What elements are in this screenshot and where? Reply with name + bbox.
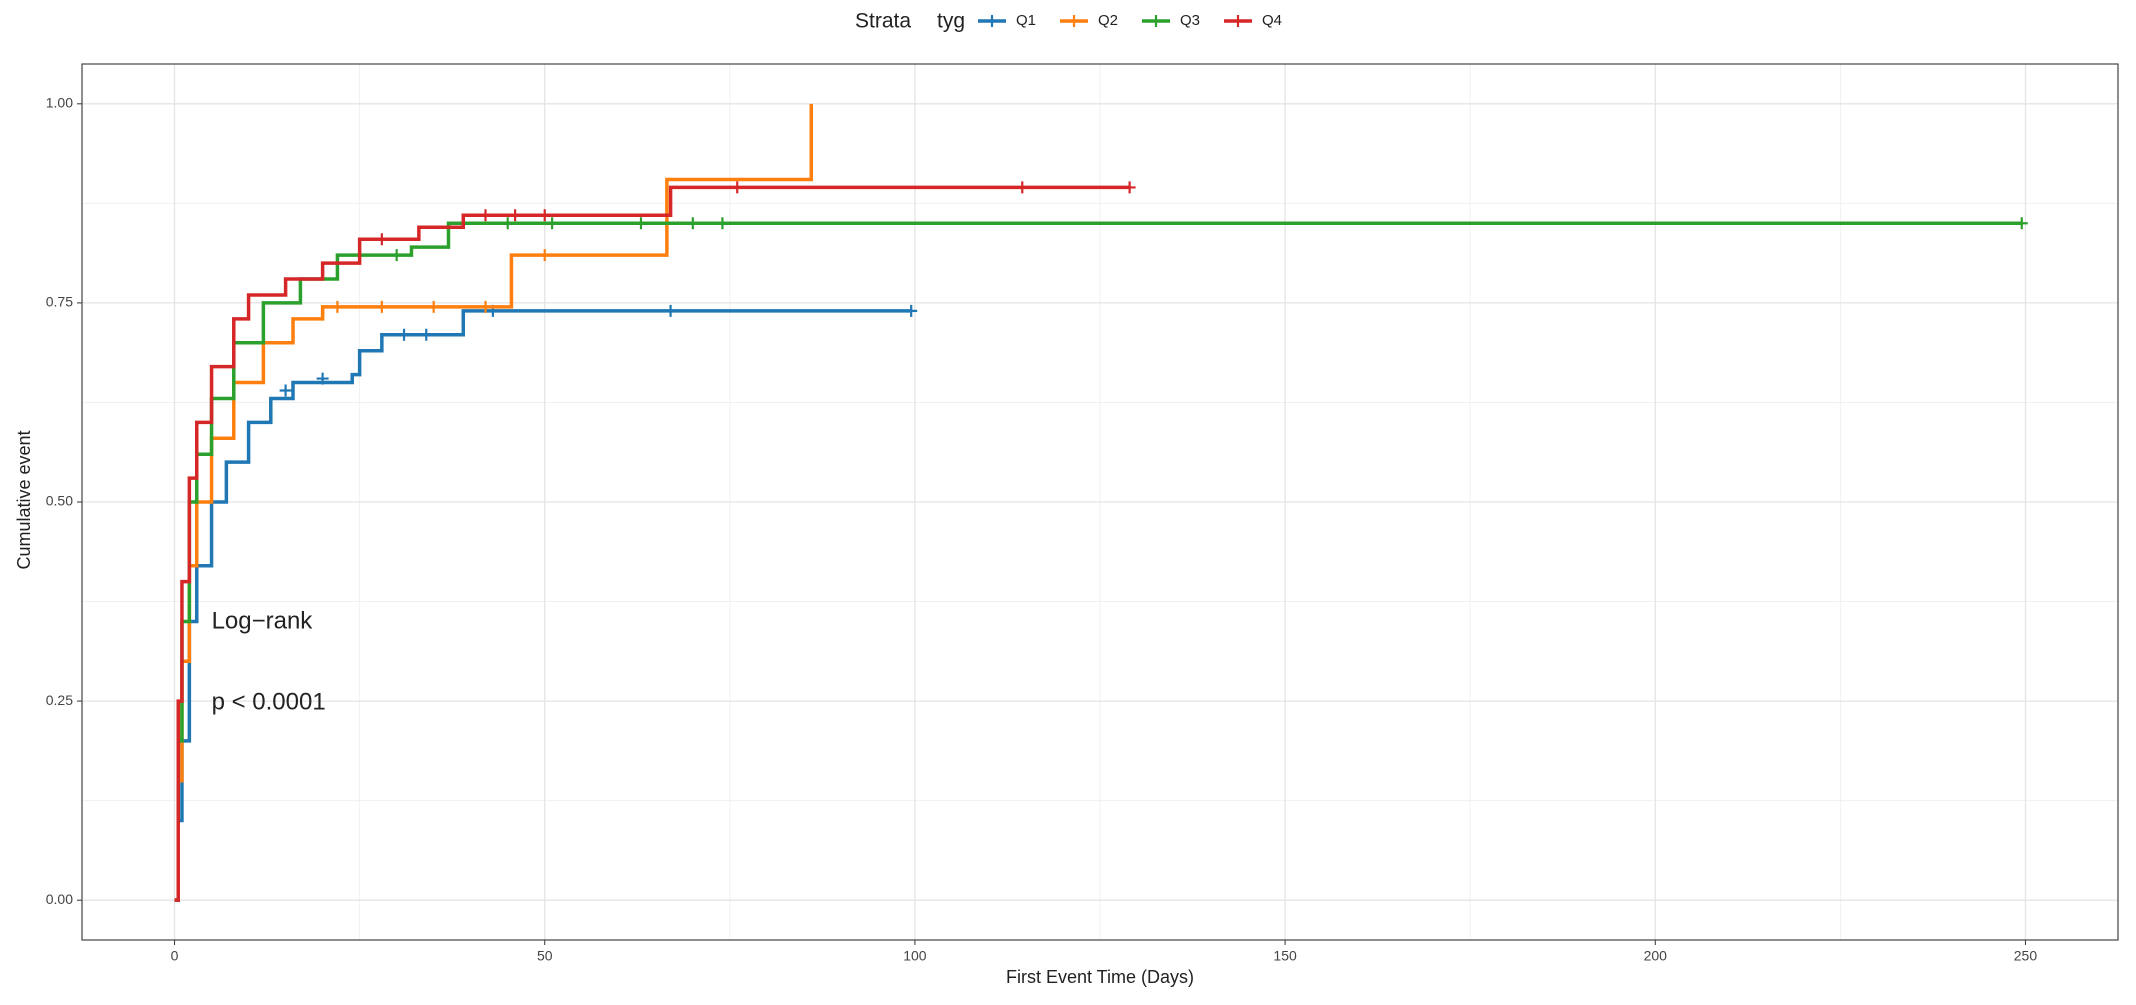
x-tick-label: 50 — [537, 948, 553, 964]
legend-item: Q4 — [1224, 12, 1282, 29]
x-tick-label: 200 — [1644, 948, 1668, 964]
legend-label: Q4 — [1262, 12, 1282, 29]
legend-label: Q1 — [1016, 12, 1036, 29]
censor-mark — [634, 217, 647, 230]
y-tick-label: 0.75 — [46, 294, 73, 310]
censor-mark — [664, 304, 677, 317]
censor-mark — [501, 217, 514, 230]
censor-mark — [731, 181, 744, 194]
y-tick-label: 1.00 — [46, 95, 73, 111]
censor-mark — [375, 300, 388, 313]
censor-mark — [1016, 181, 1029, 194]
censor-mark — [316, 372, 329, 385]
censor-mark — [279, 384, 292, 397]
x-tick-label: 100 — [903, 948, 927, 964]
legend-title: Strata — [855, 10, 911, 33]
censor-mark — [398, 328, 411, 341]
censor-mark — [716, 217, 729, 230]
y-axis-label: Cumulative event — [14, 430, 34, 569]
censor-mark — [427, 300, 440, 313]
censor-mark — [331, 300, 344, 313]
censor-mark — [686, 217, 699, 230]
legend-label: Q3 — [1180, 12, 1200, 29]
censor-mark — [538, 209, 551, 222]
legend-item: Q2 — [1060, 12, 1118, 29]
legend-subtitle: tyg — [937, 10, 965, 33]
legend-item: Q1 — [978, 12, 1036, 29]
censor-mark — [420, 328, 433, 341]
legend-label: Q2 — [1098, 12, 1118, 29]
survival-line — [174, 185, 1130, 902]
x-axis-label: First Event Time (Days) — [1006, 967, 1194, 987]
x-tick-label: 250 — [2014, 948, 2038, 964]
censor-mark — [479, 209, 492, 222]
censor-mark — [1123, 181, 1136, 194]
annotation: p < 0.0001 — [212, 688, 326, 715]
censor-mark — [375, 233, 388, 246]
y-tick-label: 0.50 — [46, 493, 73, 509]
survival-line — [174, 309, 912, 902]
x-tick-label: 150 — [1273, 948, 1297, 964]
legend-item: Q3 — [1142, 12, 1200, 29]
plot-border — [81, 63, 2119, 941]
y-tick-label: 0.25 — [46, 692, 73, 708]
censor-mark — [905, 304, 918, 317]
annotation: Log−rank — [212, 607, 314, 634]
censor-mark — [509, 209, 522, 222]
censor-mark — [2015, 217, 2028, 230]
censor-mark — [390, 249, 403, 262]
survival-line — [174, 221, 2022, 902]
censor-mark — [546, 217, 559, 230]
x-tick-label: 0 — [171, 948, 179, 964]
y-tick-label: 0.00 — [46, 891, 73, 907]
censor-mark — [479, 300, 492, 313]
censor-mark — [538, 249, 551, 262]
